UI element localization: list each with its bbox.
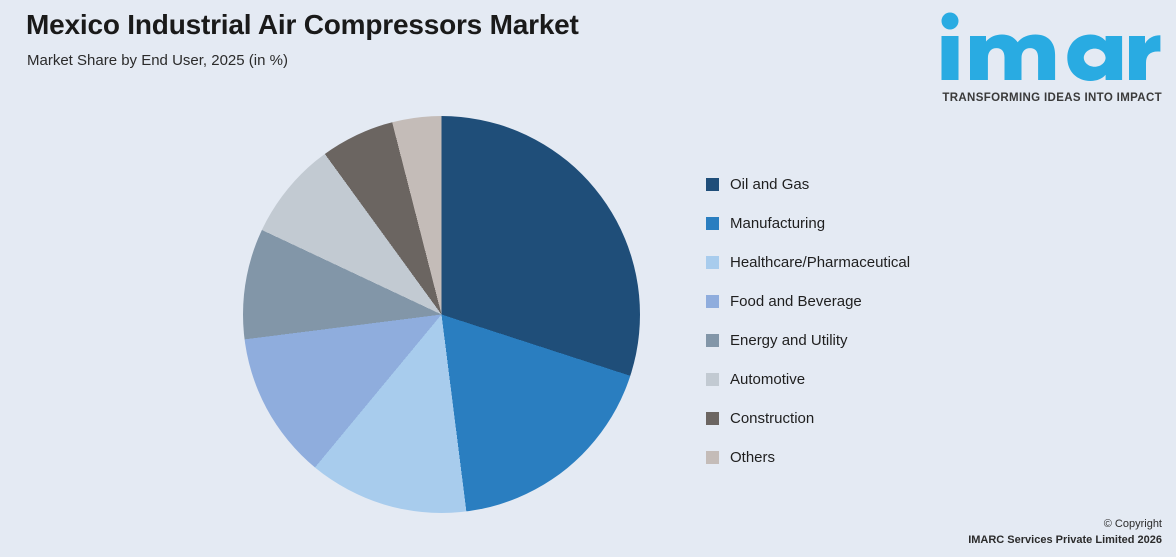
chart-legend: Oil and Gas Manufacturing Healthcare/Pharm…: [706, 165, 1126, 477]
legend-item[interactable]: Food and Beverage: [706, 282, 1126, 321]
legend-label: Construction: [730, 410, 815, 427]
imarc-logo: TRANSFORMING IDEAS INTO IMPACT: [916, 10, 1166, 105]
logo-tagline: TRANSFORMING IDEAS INTO IMPACT: [942, 92, 1162, 104]
copyright-block: © Copyright IMARC Services Private Limit…: [968, 517, 1162, 549]
imarc-logo-mark: [941, 12, 1161, 81]
legend-label: Energy and Utility: [730, 332, 848, 349]
copyright-line-2: IMARC Services Private Limited 2026: [968, 534, 1162, 547]
legend-item[interactable]: Manufacturing: [706, 204, 1126, 243]
legend-item[interactable]: Healthcare/Pharmaceutical: [706, 243, 1126, 282]
legend-label: Automotive: [730, 371, 806, 388]
legend-item[interactable]: Construction: [706, 399, 1126, 438]
legend-label: Others: [730, 449, 776, 466]
pie-chart: [243, 116, 640, 513]
copyright-line-1: © Copyright: [1103, 518, 1162, 531]
legend-swatch: [706, 178, 719, 191]
legend-swatch: [706, 217, 719, 230]
page-title: Mexico Industrial Air Compressors Market: [26, 9, 579, 40]
legend-item[interactable]: Others: [706, 438, 1126, 477]
legend-swatch: [706, 451, 719, 464]
page-subtitle: Market Share by End User, 2025 (in %): [27, 52, 288, 69]
legend-label: Food and Beverage: [730, 293, 862, 310]
legend-item[interactable]: Energy and Utility: [706, 321, 1126, 360]
pie-chart-area: [0, 100, 700, 540]
legend-label: Manufacturing: [730, 215, 826, 232]
legend-swatch: [706, 373, 719, 386]
legend-label: Oil and Gas: [730, 176, 810, 193]
legend-swatch: [706, 334, 719, 347]
legend-swatch: [706, 256, 719, 269]
legend-swatch: [706, 412, 719, 425]
legend-label: Healthcare/Pharmaceutical: [730, 254, 911, 271]
legend-swatch: [706, 295, 719, 308]
legend-item[interactable]: Oil and Gas: [706, 165, 1126, 204]
legend-item[interactable]: Automotive: [706, 360, 1126, 399]
